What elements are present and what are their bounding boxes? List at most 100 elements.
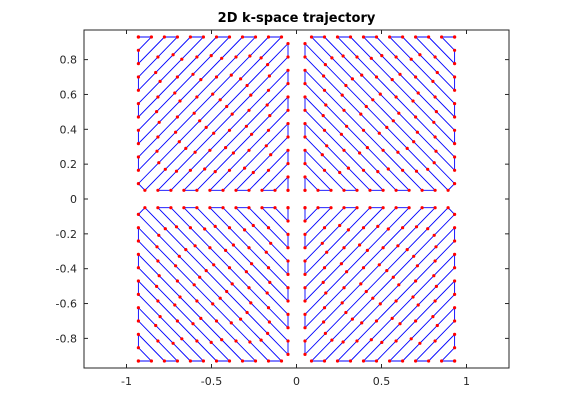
trajectory-marker: [265, 291, 269, 295]
trajectory-marker: [174, 130, 178, 134]
trajectory-marker: [286, 286, 290, 290]
trajectory-marker: [174, 264, 178, 268]
trajectory-marker: [178, 99, 182, 103]
trajectory-marker: [188, 359, 192, 363]
trajectory-marker: [432, 233, 436, 237]
trajectory-marker: [453, 346, 457, 350]
trajectory-marker: [155, 149, 159, 153]
y-tick-label: 0.4: [60, 123, 78, 136]
trajectory-marker: [453, 168, 457, 172]
trajectory-marker: [248, 340, 252, 344]
trajectory-marker: [415, 264, 419, 268]
trajectory-marker: [221, 206, 225, 210]
trajectory-marker: [418, 341, 422, 345]
trajectory-marker: [371, 296, 375, 300]
trajectory-marker: [156, 135, 160, 139]
trajectory-marker: [303, 299, 307, 303]
trajectory-marker: [253, 359, 258, 363]
trajectory-marker: [201, 35, 205, 39]
trajectory-marker: [247, 246, 251, 250]
trajectory-marker: [250, 262, 254, 266]
trajectory-marker: [286, 162, 290, 166]
trajectory-marker: [244, 270, 248, 274]
trajectory-marker: [303, 259, 307, 263]
trajectory-marker: [335, 359, 340, 363]
trajectory-marker: [386, 227, 390, 231]
trajectory-marker: [359, 282, 363, 286]
trajectory-marker: [286, 259, 290, 263]
trajectory-marker: [414, 359, 418, 363]
trajectory-marker: [414, 169, 419, 173]
trajectory-marker: [136, 306, 140, 310]
trajectory-marker: [348, 35, 353, 39]
trajectory-marker: [394, 299, 398, 303]
trajectory-marker: [286, 219, 290, 223]
trajectory-marker: [394, 188, 398, 192]
trajectory-marker: [214, 319, 219, 323]
trajectory-marker: [361, 266, 366, 270]
trajectory-marker: [380, 54, 384, 58]
trajectory-marker: [396, 150, 400, 154]
trajectory-marker: [324, 103, 328, 107]
trajectory-marker: [279, 35, 284, 39]
trajectory-marker: [209, 340, 213, 344]
trajectory-marker: [323, 63, 327, 67]
trajectory-marker: [411, 99, 415, 103]
trajectory-marker: [286, 82, 290, 86]
trajectory-marker: [321, 114, 325, 118]
trajectory-marker: [303, 286, 307, 290]
trajectory-marker: [149, 359, 153, 363]
trajectory-marker: [227, 128, 232, 132]
trajectory-marker: [405, 248, 409, 252]
trajectory-marker: [324, 291, 328, 295]
trajectory-marker: [350, 77, 354, 81]
trajectory-marker: [245, 310, 249, 315]
trajectory-marker: [386, 167, 390, 171]
trajectory-marker: [266, 63, 270, 67]
trajectory-marker: [358, 243, 362, 247]
trajectory-marker: [377, 131, 381, 135]
trajectory-marker: [266, 306, 271, 310]
trajectory-marker: [214, 359, 219, 363]
trajectory-marker: [427, 35, 431, 39]
trajectory-marker: [279, 359, 284, 363]
trajectory-marker: [225, 289, 229, 294]
trajectory-marker: [446, 206, 450, 210]
trajectory-marker: [171, 53, 175, 57]
trajectory-marker: [385, 269, 389, 273]
trajectory-marker: [286, 352, 290, 356]
trajectory-marker: [322, 226, 327, 230]
trajectory-marker: [239, 317, 243, 321]
trajectory-marker: [361, 168, 366, 172]
trajectory-marker: [193, 244, 197, 248]
x-tick-label: -1: [121, 375, 132, 388]
trajectory-marker: [411, 295, 415, 299]
trajectory-marker: [339, 132, 343, 136]
trajectory-marker: [330, 338, 334, 342]
trajectory-marker: [225, 104, 229, 109]
trajectory-marker: [156, 206, 160, 210]
trajectory-marker: [286, 339, 290, 343]
trajectory-marker: [155, 284, 159, 288]
trajectory-marker: [432, 161, 436, 165]
trajectory-marker: [247, 108, 251, 112]
trajectory-marker: [434, 284, 438, 288]
trajectory-marker: [286, 188, 290, 192]
trajectory-marker: [247, 148, 251, 152]
trajectory-marker: [182, 206, 186, 210]
trajectory-marker: [199, 78, 203, 82]
trajectory-marker: [175, 115, 179, 119]
trajectory-marker: [453, 155, 457, 159]
trajectory-marker: [259, 338, 263, 342]
trajectory-marker: [195, 299, 199, 303]
trajectory-marker: [227, 168, 232, 172]
trajectory-marker: [397, 283, 401, 287]
trajectory-marker: [350, 317, 354, 321]
trajectory-marker: [322, 168, 327, 172]
trajectory-marker: [175, 359, 179, 363]
trajectory-marker: [240, 35, 245, 39]
trajectory-marker: [192, 283, 196, 287]
trajectory-marker: [322, 74, 326, 78]
trajectory-marker: [360, 321, 364, 325]
trajectory-marker: [432, 120, 436, 124]
